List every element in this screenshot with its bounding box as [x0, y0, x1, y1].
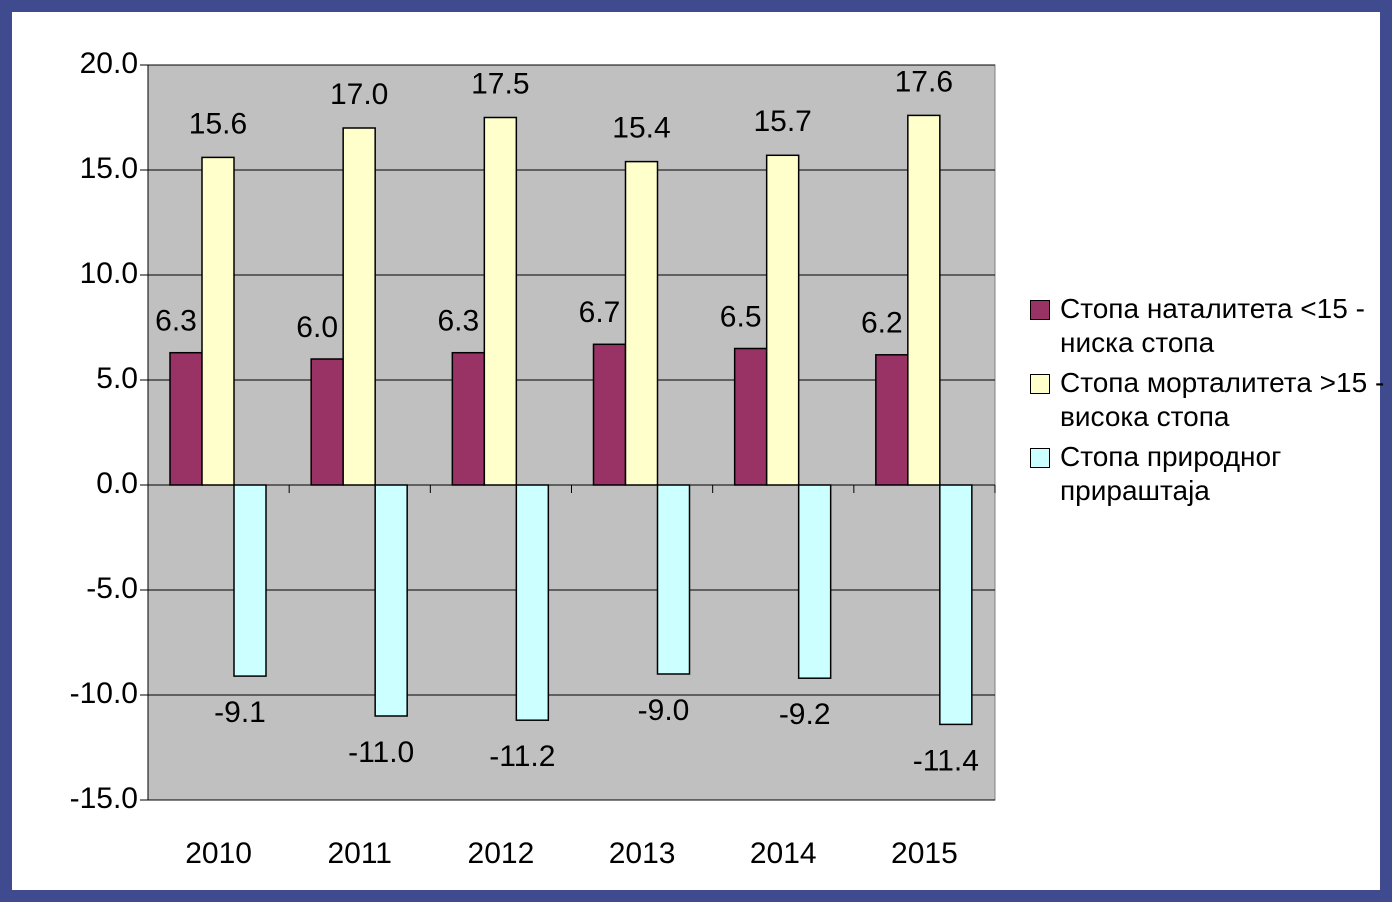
bar: [656, 484, 691, 675]
bar: [875, 354, 909, 486]
value-label: 17.0: [330, 78, 388, 111]
value-label: -11.4: [913, 744, 979, 777]
value-label: 15.4: [612, 112, 670, 145]
x-tick-label: 2014: [750, 837, 817, 870]
value-label: 15.6: [189, 107, 247, 140]
bar: [733, 347, 768, 486]
value-label: 6.3: [437, 305, 479, 338]
value-label: 6.5: [720, 300, 762, 333]
value-label: 17.5: [471, 67, 529, 100]
bar: [765, 154, 800, 486]
bar: [907, 114, 941, 486]
bar: [592, 343, 627, 486]
value-label: 6.2: [861, 307, 903, 340]
bar: [169, 351, 203, 486]
legend-item: Стопа наталитета <15 - ниска стопа: [1030, 292, 1385, 360]
legend-swatch: [1030, 448, 1050, 468]
bar: [624, 160, 659, 486]
x-tick-label: 2013: [609, 837, 676, 870]
y-tick-label: 10.0: [80, 257, 138, 290]
x-tick-label: 2010: [185, 837, 252, 870]
bar: [939, 484, 973, 726]
legend-label: Стопа наталитета <15 - ниска стопа: [1060, 293, 1365, 358]
x-tick-label: 2012: [468, 837, 535, 870]
plot-area: [147, 64, 996, 801]
value-label: -9.2: [779, 698, 831, 731]
value-label: 6.3: [155, 305, 197, 338]
value-label: -11.2: [489, 740, 555, 773]
bar: [342, 127, 376, 486]
y-tick-label: -10.0: [70, 677, 138, 710]
legend-swatch: [1030, 374, 1050, 394]
y-tick-label: 5.0: [96, 362, 138, 395]
value-label: 17.6: [895, 65, 953, 98]
y-tick-label: -5.0: [86, 572, 138, 605]
x-tick-label: 2015: [891, 837, 958, 870]
value-label: -9.1: [214, 696, 266, 729]
legend: Стопа наталитета <15 - ниска стопа Стопа …: [1030, 292, 1385, 514]
bar: [201, 156, 235, 486]
bar: [515, 484, 550, 721]
bar: [483, 116, 518, 486]
legend-item: Стопа морталитета >15 - висока стопа: [1030, 366, 1385, 434]
bar: [233, 484, 267, 677]
x-tick-label: 2011: [327, 837, 392, 870]
value-label: -9.0: [638, 694, 690, 727]
bar: [374, 484, 408, 717]
legend-label: Стопа природног прираштаја: [1060, 441, 1282, 506]
bar: [797, 484, 832, 679]
legend-label: Стопа морталитета >15 - висока стопа: [1060, 367, 1385, 432]
value-label: 6.7: [579, 296, 621, 329]
y-tick-label: 20.0: [80, 47, 138, 80]
value-label: -11.0: [348, 736, 414, 769]
value-label: 6.0: [296, 311, 338, 344]
y-tick-label: -15.0: [70, 782, 138, 815]
bar: [310, 358, 344, 486]
y-tick-label: 0.0: [96, 467, 138, 500]
bar: [451, 351, 486, 486]
value-label: 15.7: [753, 105, 811, 138]
legend-item: Стопа природног прираштаја: [1030, 440, 1385, 508]
y-tick-label: 15.0: [80, 152, 138, 185]
legend-swatch: [1030, 300, 1050, 320]
